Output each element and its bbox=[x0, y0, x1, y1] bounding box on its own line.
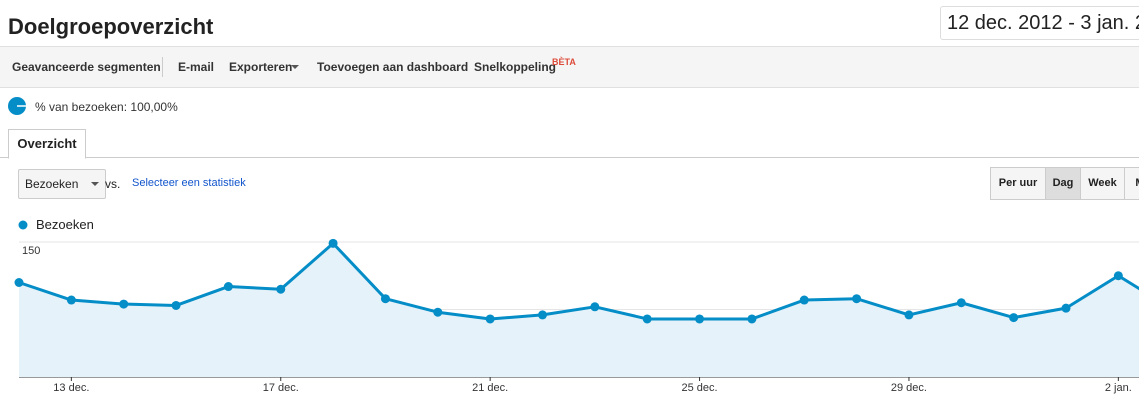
data-point bbox=[433, 307, 443, 317]
dropdown-arrow bbox=[291, 65, 299, 73]
toolbar-item[interactable]: Snelkoppeling bbox=[474, 60, 557, 74]
granularity-button[interactable]: Dag bbox=[1045, 167, 1081, 200]
legend-label: Bezoeken bbox=[36, 217, 94, 232]
dropdown-arrow bbox=[91, 182, 99, 190]
data-point bbox=[852, 294, 862, 304]
x-tick-label: 25 dec. bbox=[682, 382, 718, 394]
data-point bbox=[223, 282, 233, 292]
chart: 10015013 dec.17 dec.21 dec.25 dec.29 dec… bbox=[14, 238, 1139, 394]
data-point bbox=[695, 314, 705, 324]
beta-badge: BÈTA bbox=[552, 57, 576, 67]
granularity-button[interactable]: Week bbox=[1080, 167, 1125, 200]
divider bbox=[162, 57, 163, 77]
date-range[interactable]: 12 dec. 2012 - 3 jan. 20 bbox=[940, 6, 1139, 40]
data-point bbox=[14, 278, 24, 287]
toolbar: Geavanceerde segmenten E-mail Exporteren… bbox=[0, 46, 1139, 88]
compare-link[interactable]: Selecteer een statistiek bbox=[132, 177, 246, 189]
data-point bbox=[171, 300, 181, 310]
granularity-button[interactable]: Per uur bbox=[990, 167, 1046, 200]
data-point bbox=[276, 284, 286, 294]
data-point bbox=[485, 314, 495, 324]
toolbar-item[interactable]: Geavanceerde segmenten bbox=[12, 60, 161, 74]
segment-icon bbox=[8, 97, 26, 115]
select-text: Bezoeken bbox=[25, 177, 79, 191]
data-point bbox=[642, 314, 652, 324]
data-point bbox=[1113, 271, 1123, 281]
data-point bbox=[904, 310, 914, 320]
data-point bbox=[747, 314, 757, 324]
legend-swatch bbox=[18, 220, 28, 230]
granularity-button[interactable]: M bbox=[1124, 167, 1139, 200]
toolbar-item[interactable]: Exporteren bbox=[229, 60, 293, 74]
data-point bbox=[66, 295, 76, 305]
x-tick-label: 13 dec. bbox=[53, 382, 89, 394]
segment-label: % van bezoeken: 100,00% bbox=[35, 100, 178, 114]
toolbar-item[interactable]: E-mail bbox=[178, 60, 215, 74]
toolbar-item[interactable]: Toevoegen aan dashboard bbox=[317, 60, 469, 74]
y-tick-label: 150 bbox=[22, 245, 40, 257]
data-point bbox=[328, 238, 338, 248]
data-point bbox=[590, 302, 600, 312]
tab-line bbox=[0, 157, 1139, 158]
data-point bbox=[1061, 303, 1071, 313]
x-tick-label: 17 dec. bbox=[263, 382, 299, 394]
vs-label: vs. bbox=[105, 177, 121, 191]
data-point bbox=[119, 299, 129, 309]
x-tick-label: 21 dec. bbox=[472, 382, 508, 394]
metric-select[interactable]: Bezoeken bbox=[18, 169, 106, 199]
data-point bbox=[1009, 313, 1019, 323]
data-point bbox=[956, 298, 966, 308]
data-point bbox=[538, 310, 547, 320]
data-point bbox=[799, 295, 809, 305]
page-title: Doelgroepoverzicht bbox=[8, 14, 214, 39]
x-tick-label: 29 dec. bbox=[891, 382, 927, 394]
x-tick-label: 2 jan. bbox=[1105, 382, 1132, 394]
data-point bbox=[380, 294, 390, 304]
tab[interactable]: Overzicht bbox=[8, 129, 86, 159]
